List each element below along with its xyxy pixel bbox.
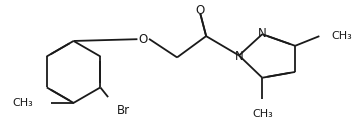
Text: CH₃: CH₃ [252,109,273,119]
Text: O: O [196,4,205,18]
Text: Br: Br [117,104,130,117]
Text: CH₃: CH₃ [12,98,33,108]
Text: O: O [139,32,148,46]
Text: N: N [235,50,244,63]
Text: CH₃: CH₃ [331,31,352,41]
Text: N: N [258,27,267,40]
